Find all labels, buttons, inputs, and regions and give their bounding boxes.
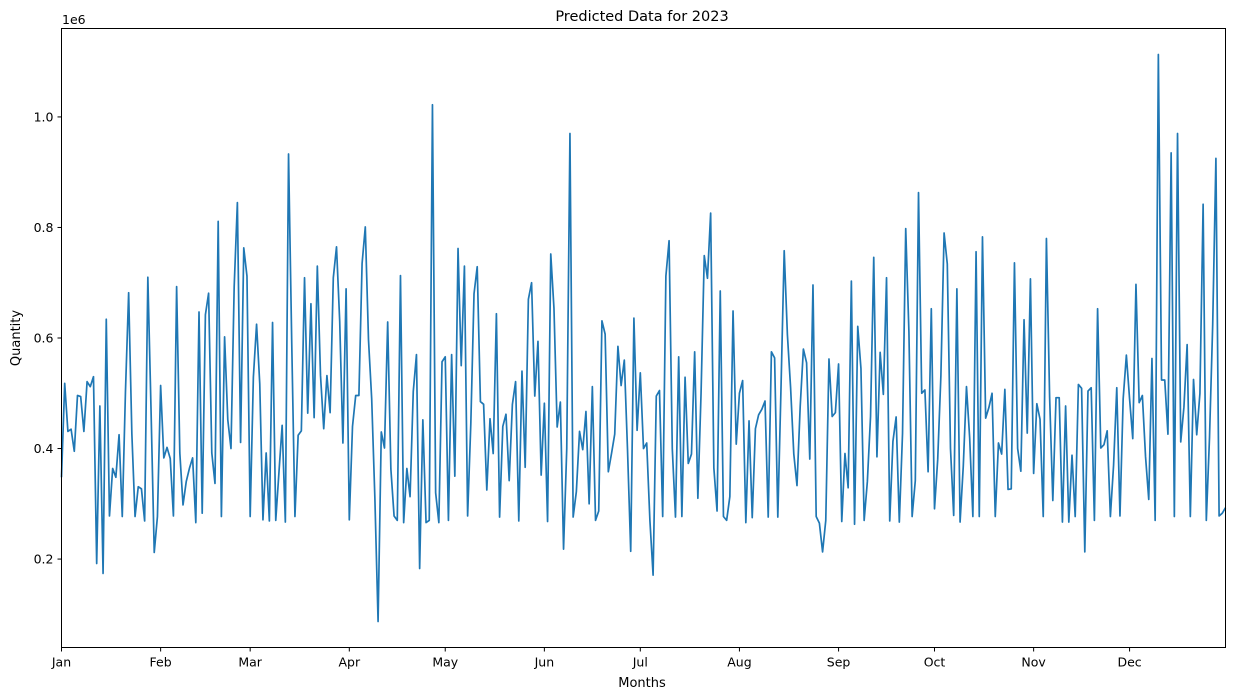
x-tick-label: Sep bbox=[827, 655, 851, 670]
y-tick-label: 0.6 bbox=[34, 331, 54, 346]
x-tick-label: May bbox=[432, 655, 458, 670]
x-tick-label: Jan bbox=[51, 655, 71, 670]
y-axis-label: Quantity bbox=[9, 310, 24, 366]
x-tick-label: Jun bbox=[534, 655, 555, 670]
y-tick-label: 0.2 bbox=[34, 552, 54, 567]
chart-title: Predicted Data for 2023 bbox=[555, 9, 728, 25]
x-tick-label: Nov bbox=[1021, 655, 1046, 670]
x-axis-label: Months bbox=[618, 676, 666, 691]
y-offset-label: 1e6 bbox=[62, 12, 86, 27]
x-tick-label: Dec bbox=[1117, 655, 1141, 670]
x-tick-label: Feb bbox=[150, 655, 172, 670]
x-tick-label: Jul bbox=[632, 655, 648, 670]
y-tick-label: 0.8 bbox=[34, 220, 54, 235]
series-layer bbox=[60, 53, 1227, 623]
x-axis: Jan Feb Mar Apr May Jun Jul Aug Sep Oct Nov Dec bbox=[51, 647, 1142, 670]
x-tick-label: Apr bbox=[338, 655, 360, 670]
x-tick-label: Oct bbox=[924, 655, 946, 670]
y-tick-label: 1.0 bbox=[34, 109, 54, 124]
y-tick-label: 0.4 bbox=[34, 441, 54, 456]
x-tick-label: Aug bbox=[727, 655, 751, 670]
y-axis: 0.2 0.4 0.6 0.8 1.0 bbox=[34, 109, 62, 567]
x-tick-label: Mar bbox=[238, 655, 262, 670]
series-line bbox=[60, 53, 1227, 623]
